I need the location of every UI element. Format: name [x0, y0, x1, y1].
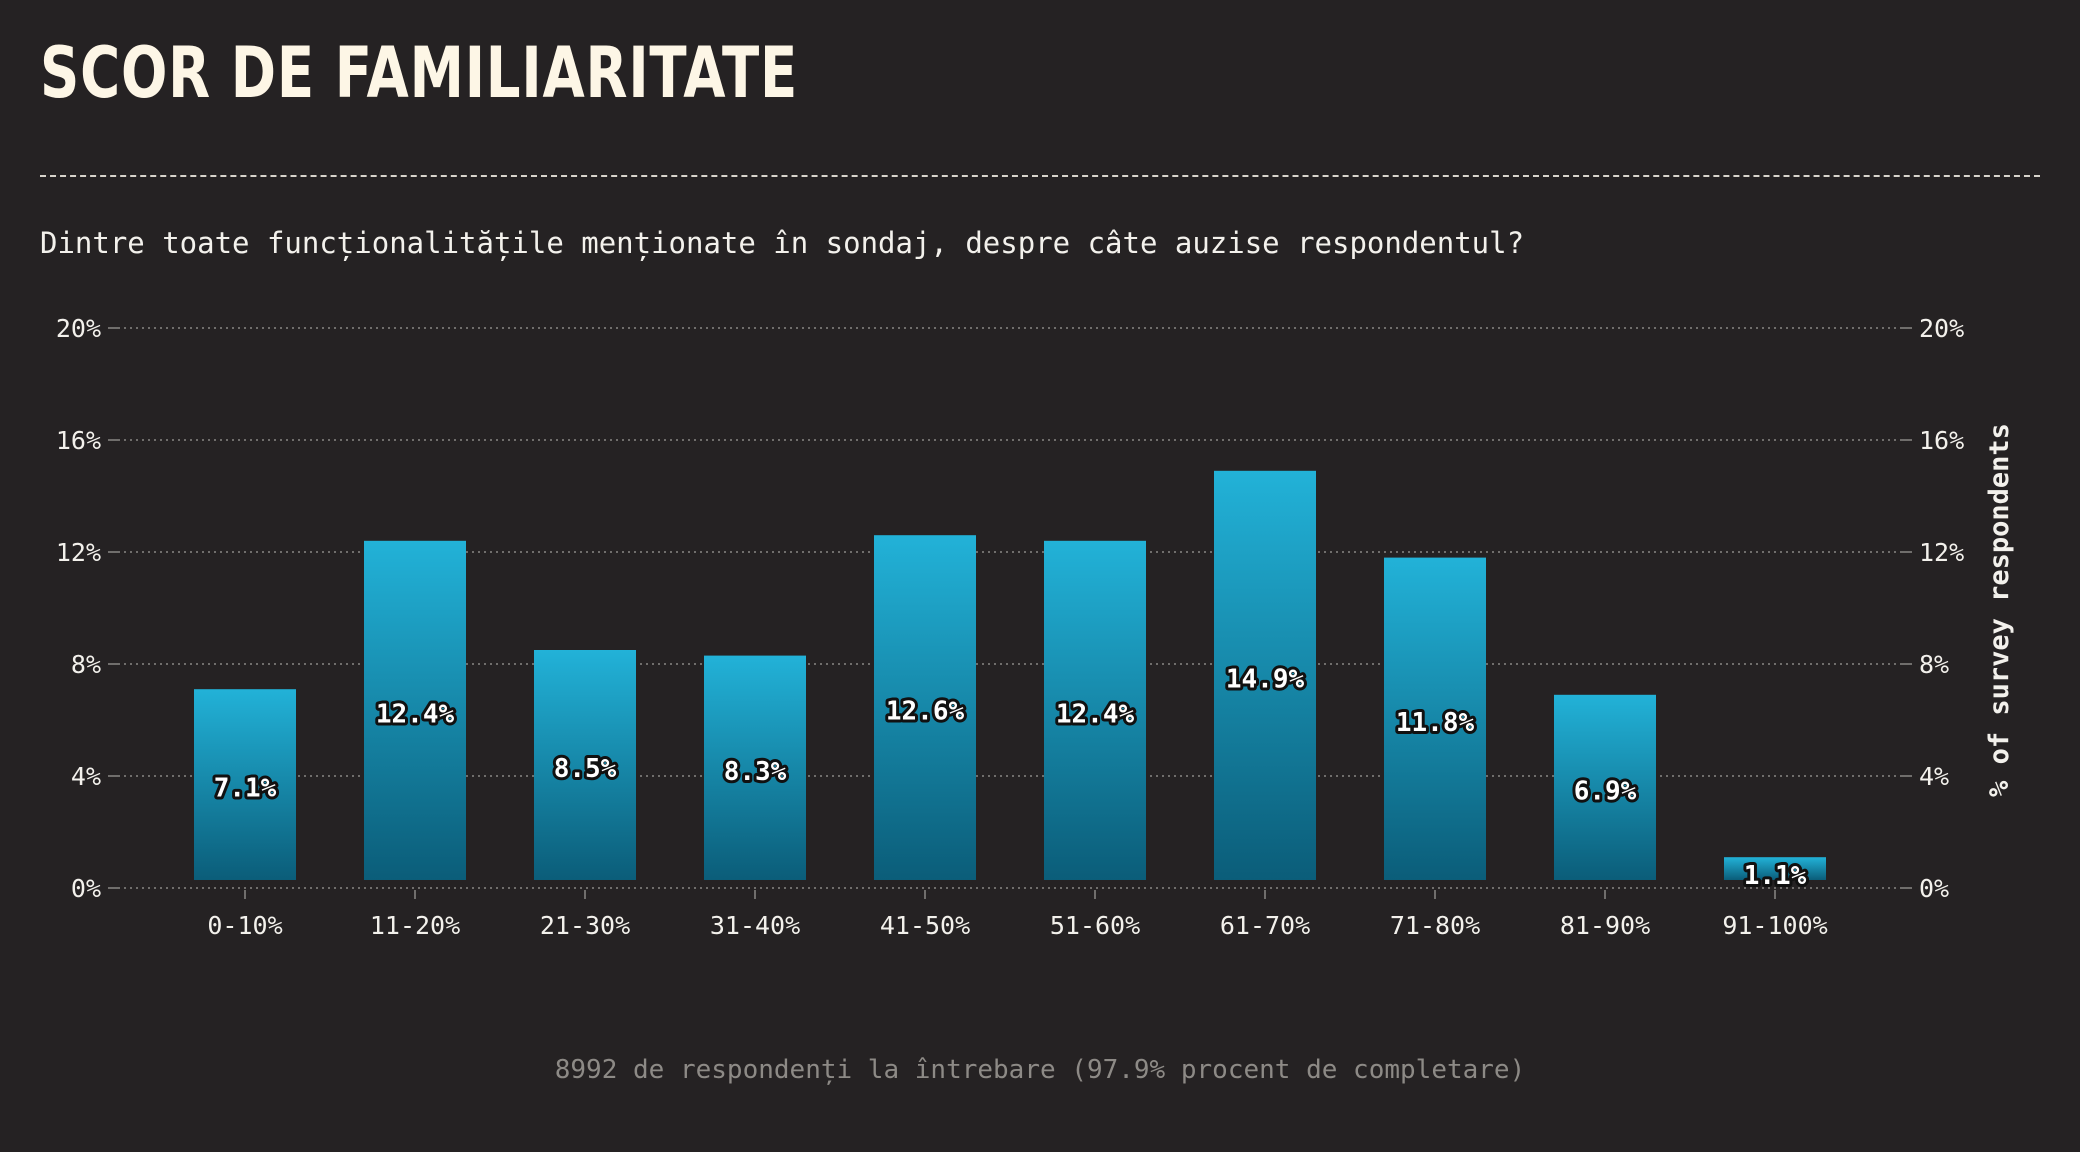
y-tick-label: 12%: [1919, 538, 1964, 567]
y-tick-label: 16%: [1919, 426, 1964, 455]
bar: [1554, 694, 1656, 880]
y-axis-title: % of survey respondents: [1984, 423, 2015, 797]
x-tick-label: 71-80%: [1390, 911, 1480, 940]
chart-subtitle: Dintre toate funcționalitățile menționat…: [40, 226, 1525, 260]
x-tick-label: 11-20%: [370, 911, 460, 940]
title-divider: [40, 175, 2040, 177]
y-tick-label: 8%: [1919, 650, 1949, 679]
x-tick-label: 0-10%: [207, 911, 282, 940]
y-tick-label: 0%: [71, 874, 101, 903]
bar-chart: 0% 4% 8% 12% 16% 20% 0% 4% 8% 12% 16% 20% 0-10% 11-…: [56, 314, 2015, 940]
bar-value-label: 1.1%: [1744, 861, 1807, 891]
bar: [1044, 540, 1146, 880]
x-tick-label: 91-100%: [1722, 911, 1827, 940]
bar-value-label: 14.9%: [1226, 664, 1305, 694]
bar: [704, 655, 806, 880]
x-tick-label: 21-30%: [540, 911, 630, 940]
x-tick-label: 51-60%: [1050, 911, 1140, 940]
bar: [194, 689, 296, 880]
bar: [534, 650, 636, 880]
bar: [874, 535, 976, 880]
x-tick-label: 81-90%: [1560, 911, 1650, 940]
bar: [1384, 557, 1486, 880]
y-tick-label: 8%: [71, 650, 101, 679]
y-axis-left: 0% 4% 8% 12% 16% 20%: [56, 314, 118, 903]
page-title: SCOR DE FAMILIARITATE: [40, 32, 799, 114]
bar-value-label: 7.1%: [214, 774, 277, 804]
x-tick-label: 31-40%: [710, 911, 800, 940]
bar: [1724, 857, 1826, 880]
bar-value-label: 6.9%: [1574, 776, 1637, 806]
bar-value-label: 12.4%: [376, 699, 455, 729]
bar-value-label: 12.6%: [886, 697, 965, 727]
x-axis: 0-10% 11-20% 21-30% 31-40% 41-50% 51-60% 61-70…: [207, 890, 1828, 940]
y-tick-label: 4%: [1919, 762, 1949, 791]
bar-value-label: 8.5%: [554, 754, 617, 784]
y-axis-right: 0% 4% 8% 12% 16% 20%: [1902, 314, 1964, 903]
respondents-note: 8992 de respondenți la întrebare (97.9% …: [554, 1055, 1526, 1085]
x-tick-label: 41-50%: [880, 911, 970, 940]
bar-value-label: 8.3%: [724, 757, 787, 787]
bar-value-label: 11.8%: [1396, 708, 1475, 738]
y-tick-label: 0%: [1919, 874, 1949, 903]
x-tick-label: 61-70%: [1220, 911, 1310, 940]
bar: [1214, 470, 1316, 880]
bar-value-label: 12.4%: [1056, 699, 1135, 729]
bar: [364, 540, 466, 880]
y-tick-label: 20%: [1919, 314, 1964, 343]
y-tick-label: 4%: [71, 762, 101, 791]
y-tick-label: 12%: [56, 538, 101, 567]
y-tick-label: 16%: [56, 426, 101, 455]
value-labels: 7.1% 12.4% 8.5% 8.3% 12.6% 12.4% 14.9% 11.8% 6.9…: [211, 661, 1810, 894]
y-tick-label: 20%: [56, 314, 101, 343]
bars: [194, 470, 1826, 880]
